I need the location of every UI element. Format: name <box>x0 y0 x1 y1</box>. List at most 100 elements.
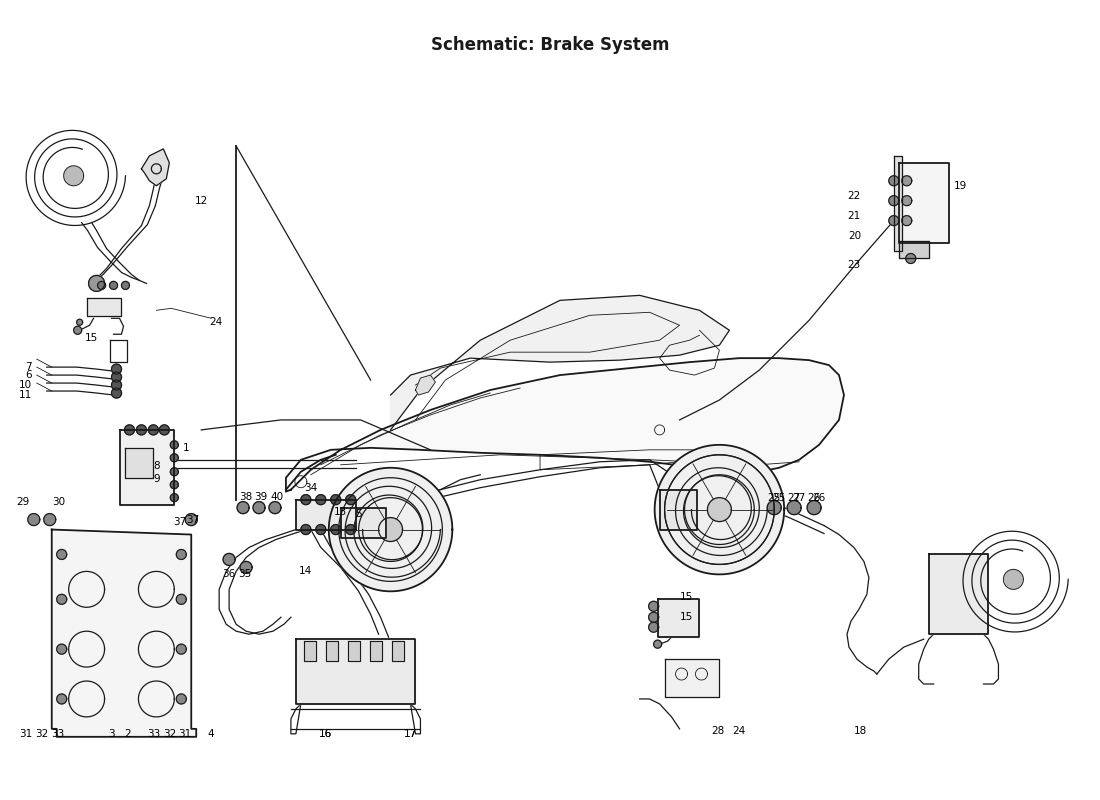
Text: 29: 29 <box>16 497 30 506</box>
Polygon shape <box>296 500 355 530</box>
Text: 13: 13 <box>334 506 348 517</box>
Polygon shape <box>894 156 902 250</box>
Polygon shape <box>660 490 697 530</box>
Polygon shape <box>52 530 196 737</box>
Polygon shape <box>57 694 67 704</box>
Text: 33: 33 <box>146 729 160 739</box>
Text: 40: 40 <box>271 492 284 502</box>
Polygon shape <box>87 298 121 316</box>
Text: 23: 23 <box>848 261 861 270</box>
Polygon shape <box>124 425 134 435</box>
Polygon shape <box>64 166 84 186</box>
Text: 31: 31 <box>178 729 191 739</box>
Polygon shape <box>270 502 280 514</box>
Text: 17: 17 <box>404 729 417 739</box>
Text: 9: 9 <box>153 474 159 484</box>
Polygon shape <box>392 641 404 661</box>
Polygon shape <box>240 562 252 574</box>
Polygon shape <box>176 550 186 559</box>
Text: 25: 25 <box>772 493 785 502</box>
Polygon shape <box>928 554 989 634</box>
Text: 6: 6 <box>25 370 32 380</box>
Polygon shape <box>98 282 106 290</box>
Polygon shape <box>28 514 40 526</box>
Polygon shape <box>125 448 153 478</box>
Polygon shape <box>301 525 311 534</box>
Polygon shape <box>902 176 912 186</box>
Polygon shape <box>296 639 416 704</box>
Polygon shape <box>176 694 186 704</box>
Polygon shape <box>649 622 659 632</box>
Polygon shape <box>111 364 121 374</box>
Text: 15: 15 <box>680 592 693 602</box>
Text: 21: 21 <box>848 210 861 221</box>
Text: 33: 33 <box>51 729 64 739</box>
Polygon shape <box>152 164 162 174</box>
Polygon shape <box>223 554 235 566</box>
Text: 17: 17 <box>404 729 417 739</box>
Text: 15: 15 <box>680 612 693 622</box>
Polygon shape <box>170 468 178 476</box>
Text: 36: 36 <box>222 570 235 579</box>
Text: 32: 32 <box>35 729 48 739</box>
Polygon shape <box>170 454 178 462</box>
Text: 8: 8 <box>153 461 159 470</box>
Polygon shape <box>905 254 915 263</box>
Text: 27: 27 <box>792 493 806 502</box>
Polygon shape <box>707 498 732 522</box>
Polygon shape <box>170 494 178 502</box>
Text: 37: 37 <box>173 517 186 526</box>
Polygon shape <box>253 502 265 514</box>
Text: 10: 10 <box>19 380 32 390</box>
Text: 25: 25 <box>768 493 781 502</box>
Polygon shape <box>286 358 844 492</box>
Polygon shape <box>899 241 928 258</box>
Text: 32: 32 <box>163 729 176 739</box>
Text: 12: 12 <box>195 196 208 206</box>
Polygon shape <box>416 375 436 395</box>
Text: 16: 16 <box>319 729 332 739</box>
Text: Schematic: Brake System: Schematic: Brake System <box>431 36 669 54</box>
Polygon shape <box>348 641 360 661</box>
Polygon shape <box>378 518 403 542</box>
Text: 20: 20 <box>848 230 861 241</box>
Polygon shape <box>807 501 821 514</box>
Polygon shape <box>345 494 355 505</box>
Polygon shape <box>649 612 659 622</box>
Polygon shape <box>329 468 452 591</box>
Polygon shape <box>649 602 659 611</box>
Text: 24: 24 <box>733 726 746 736</box>
Text: 30: 30 <box>52 497 65 506</box>
Polygon shape <box>74 326 81 334</box>
Polygon shape <box>176 594 186 604</box>
Polygon shape <box>902 216 912 226</box>
Polygon shape <box>110 282 118 290</box>
Polygon shape <box>767 501 781 514</box>
Text: 22: 22 <box>848 190 861 201</box>
Text: 18: 18 <box>855 726 868 736</box>
Polygon shape <box>664 659 719 697</box>
Polygon shape <box>370 641 382 661</box>
Text: 14: 14 <box>299 566 312 577</box>
Text: 1: 1 <box>184 443 190 453</box>
Polygon shape <box>121 282 130 290</box>
Text: 11: 11 <box>19 390 32 400</box>
Polygon shape <box>57 550 67 559</box>
Text: 24: 24 <box>209 318 223 327</box>
Polygon shape <box>142 149 169 186</box>
Polygon shape <box>160 425 169 435</box>
Polygon shape <box>111 380 121 390</box>
Text: 37: 37 <box>186 514 199 525</box>
Polygon shape <box>44 514 56 526</box>
Polygon shape <box>889 196 899 206</box>
Polygon shape <box>902 196 912 206</box>
Text: 15: 15 <box>85 334 98 343</box>
Text: 27: 27 <box>788 493 801 502</box>
Polygon shape <box>653 640 661 648</box>
Text: 26: 26 <box>813 493 826 502</box>
Polygon shape <box>658 599 700 637</box>
Polygon shape <box>304 641 316 661</box>
Polygon shape <box>316 494 326 505</box>
Polygon shape <box>170 481 178 489</box>
Text: 35: 35 <box>239 570 252 579</box>
